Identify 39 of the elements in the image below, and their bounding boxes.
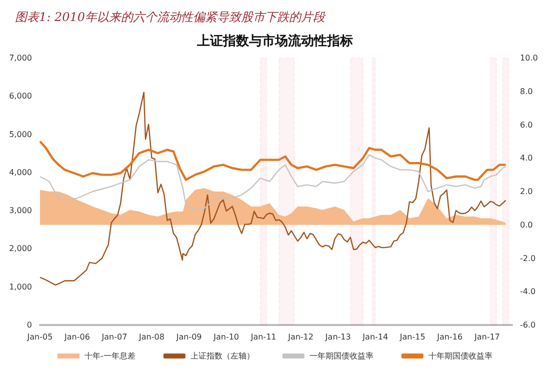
y2-tick-label: 10.0 xyxy=(520,54,538,62)
y-tick-label: 7,000 xyxy=(9,54,32,62)
line-series xyxy=(38,140,507,181)
y2-tick-label: 4.0 xyxy=(520,154,533,163)
y2-tick-label: 2.0 xyxy=(520,187,533,196)
chart-subtitle: 上证指数与市场流动性指标 xyxy=(196,33,353,49)
x-tick-label: Jan-08 xyxy=(138,332,164,342)
x-tick-label: Jan-15 xyxy=(398,332,426,342)
y2-tick-label: 0.0 xyxy=(520,220,533,230)
x-tick-label: Jan-10 xyxy=(212,332,240,342)
legend-label: 十年期国债收益率 xyxy=(428,352,492,360)
x-tick-label: Jan-11 xyxy=(250,332,276,342)
x-tick-label: Jan-14 xyxy=(362,332,388,342)
y-tick-label: 4,000 xyxy=(9,168,32,177)
y-tick-label: 3,000 xyxy=(9,206,32,216)
x-tick-label: Jan-13 xyxy=(324,332,351,342)
legend-label: 十年-一年息差 xyxy=(84,352,136,360)
y2-tick-label: 8.0 xyxy=(520,86,533,96)
x-tick-label: Jan-07 xyxy=(100,332,128,342)
line-series xyxy=(39,92,506,286)
y-tick-label: 0 xyxy=(26,320,32,330)
y2-tick-label: -6.0 xyxy=(520,320,536,330)
y-tick-label: 1,000 xyxy=(9,282,32,292)
y2-tick-label: 6.0 xyxy=(520,120,533,130)
x-tick-label: Jan-17 xyxy=(474,332,500,342)
x-tick-label: Jan-16 xyxy=(436,332,463,342)
y-tick-label: 2,000 xyxy=(9,244,32,254)
x-tick-label: Jan-12 xyxy=(287,332,314,342)
y-tick-label: 5,000 xyxy=(9,130,32,139)
y2-tick-label: -4.0 xyxy=(520,287,536,296)
legend-label: 上证指数（左轴） xyxy=(190,352,254,360)
x-tick-label: Jan-09 xyxy=(175,332,202,342)
x-tick-label: Jan-05 xyxy=(26,332,53,342)
x-tick-label: Jan-06 xyxy=(64,332,90,342)
legend-label: 一年期国债收益率 xyxy=(309,352,374,360)
y-tick-label: 6,000 xyxy=(9,92,32,101)
y2-tick-label: -2.0 xyxy=(520,254,536,263)
chart-title: 图表1: 2010年以来的六个流动性偏紧导致股市下跌的片段 xyxy=(15,10,326,24)
line-series xyxy=(39,154,506,210)
